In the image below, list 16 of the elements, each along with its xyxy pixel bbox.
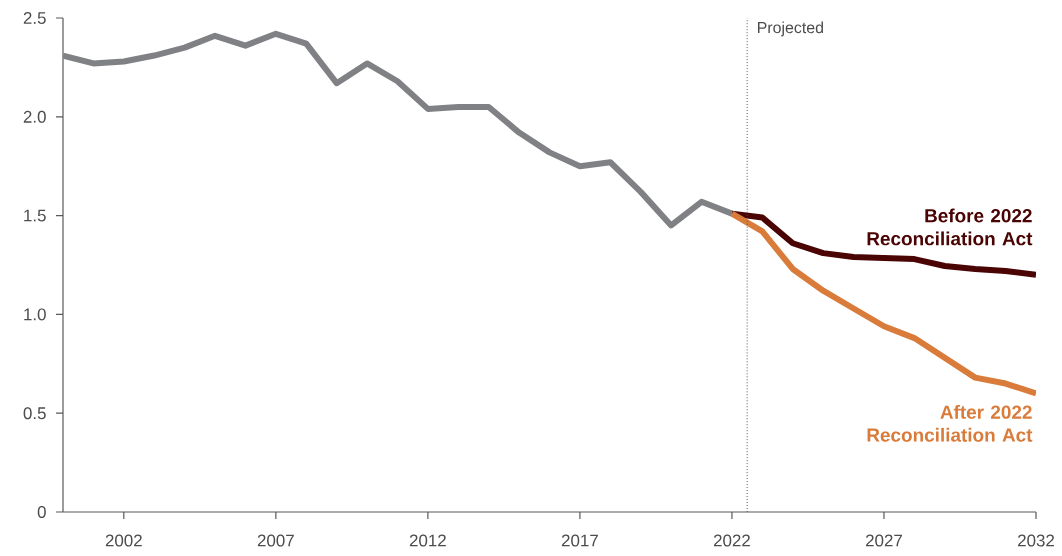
y-tick-label: 0 — [37, 506, 46, 518]
y-tick-label: 2.5 — [23, 12, 46, 24]
x-tick-label: 2022 — [713, 534, 750, 547]
x-tick-label: 2007 — [257, 534, 294, 547]
series-label: Before 2022 Reconciliation Act — [867, 208, 1033, 246]
x-tick-label: 2027 — [866, 534, 902, 547]
series-label: After 2022 Reconciliation Act — [867, 404, 1033, 442]
x-tick-label: 2012 — [409, 534, 446, 547]
x-tick-label: 2032 — [1018, 534, 1054, 547]
y-tick-label: 1.0 — [24, 308, 46, 321]
y-tick-label: 1.5 — [24, 209, 46, 222]
y-tick-label: 2.0 — [23, 110, 46, 123]
x-tick-label: 2017 — [561, 534, 598, 547]
x-tick-label: 2002 — [105, 534, 142, 547]
ref-line-label: Projected — [757, 21, 823, 37]
y-tick-label: 0.5 — [23, 407, 46, 420]
